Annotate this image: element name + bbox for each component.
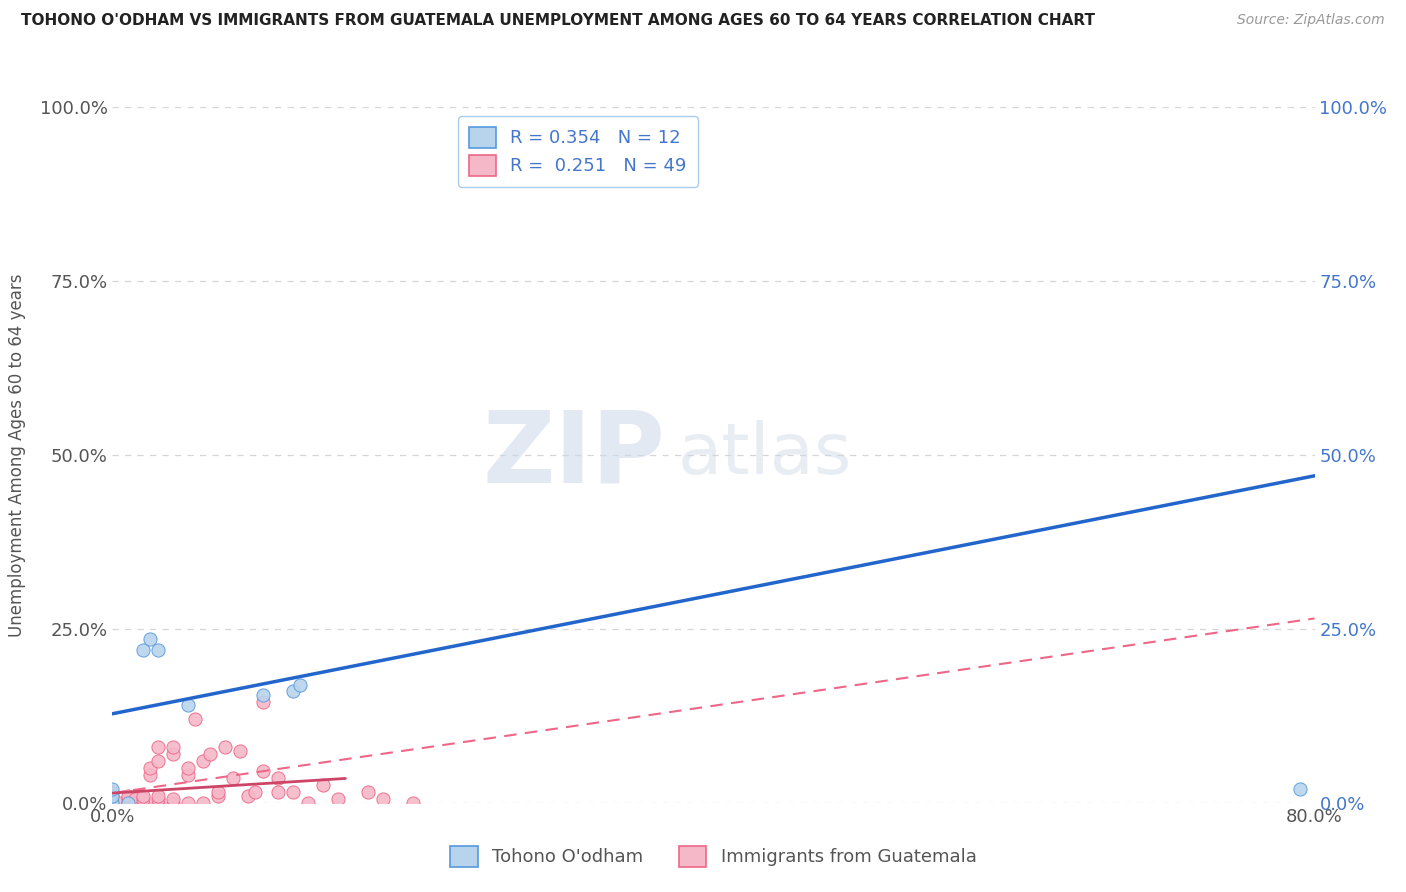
Point	[117, 792, 139, 806]
Point	[124, 796, 146, 810]
Point	[357, 785, 380, 799]
Point	[101, 789, 124, 803]
Point	[176, 698, 198, 713]
Point	[139, 632, 162, 647]
Legend: Tohono O'odham, Immigrants from Guatemala: Tohono O'odham, Immigrants from Guatemal…	[443, 838, 984, 874]
Point	[402, 796, 425, 810]
Point	[371, 792, 394, 806]
Point	[101, 785, 124, 799]
Point	[176, 796, 198, 810]
Point	[176, 768, 198, 782]
Point	[131, 642, 153, 657]
Point	[131, 789, 153, 803]
Point	[184, 712, 207, 726]
Point	[207, 785, 229, 799]
Point	[191, 754, 214, 768]
Text: Source: ZipAtlas.com: Source: ZipAtlas.com	[1237, 13, 1385, 28]
Point	[236, 789, 259, 803]
Point	[146, 642, 169, 657]
Text: TOHONO O'ODHAM VS IMMIGRANTS FROM GUATEMALA UNEMPLOYMENT AMONG AGES 60 TO 64 YEA: TOHONO O'ODHAM VS IMMIGRANTS FROM GUATEM…	[21, 13, 1095, 29]
Text: ZIP: ZIP	[482, 407, 665, 503]
Point	[245, 785, 267, 799]
Point	[146, 740, 169, 755]
Point	[252, 695, 274, 709]
Point	[108, 796, 131, 810]
Point	[267, 772, 290, 786]
Point	[139, 761, 162, 775]
Point	[281, 684, 304, 698]
Point	[297, 796, 319, 810]
Point	[117, 796, 139, 810]
Text: atlas: atlas	[678, 420, 852, 490]
Point	[1288, 781, 1310, 796]
Point	[117, 789, 139, 803]
Point	[101, 796, 124, 810]
Y-axis label: Unemployment Among Ages 60 to 64 years: Unemployment Among Ages 60 to 64 years	[7, 273, 25, 637]
Point	[162, 747, 184, 761]
Point	[252, 764, 274, 779]
Point	[198, 747, 221, 761]
Point	[176, 761, 198, 775]
Point	[162, 740, 184, 755]
Point	[146, 754, 169, 768]
Point	[131, 792, 153, 806]
Point	[252, 688, 274, 702]
Point	[191, 796, 214, 810]
Point	[146, 789, 169, 803]
Point	[312, 778, 335, 792]
Point	[146, 792, 169, 806]
Point	[267, 785, 290, 799]
Point	[101, 781, 124, 796]
Point	[162, 796, 184, 810]
Point	[162, 792, 184, 806]
Point	[117, 796, 139, 810]
Point	[139, 768, 162, 782]
Point	[229, 744, 252, 758]
Point	[281, 785, 304, 799]
Point	[214, 740, 236, 755]
Point	[290, 677, 312, 691]
Point	[101, 792, 124, 806]
Point	[101, 796, 124, 810]
Point	[146, 796, 169, 810]
Point	[124, 792, 146, 806]
Point	[101, 789, 124, 803]
Point	[222, 772, 245, 786]
Point	[326, 792, 349, 806]
Point	[131, 796, 153, 810]
Point	[207, 789, 229, 803]
